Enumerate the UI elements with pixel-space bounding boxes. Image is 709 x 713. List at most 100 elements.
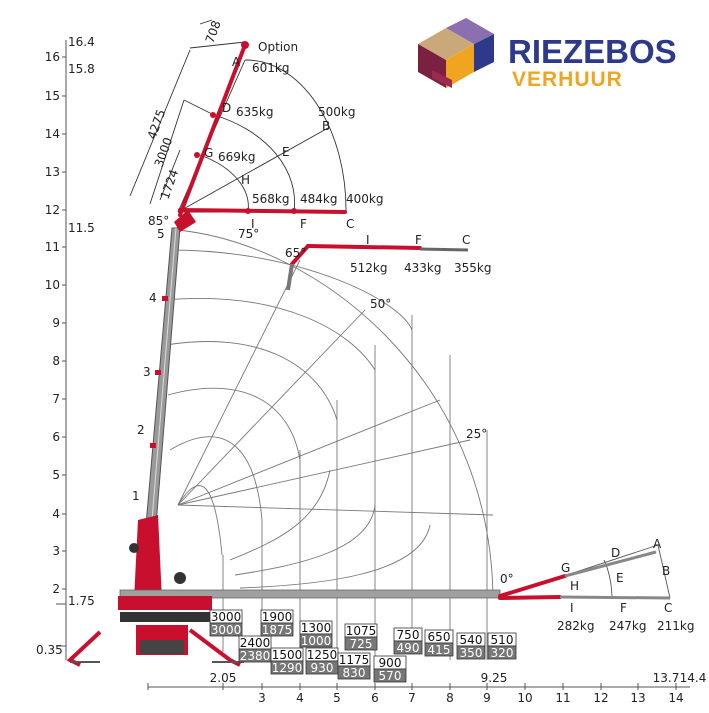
load-box-bottom: 1000 <box>301 634 332 648</box>
x-tick-14: 14 <box>668 691 683 705</box>
y-tick-3: 3 <box>52 544 60 558</box>
load-box-top: 540 <box>460 633 483 647</box>
load-box-bottom: 350 <box>460 646 483 660</box>
top-load-635: 635kg <box>236 105 273 119</box>
load-box: 1250 930 <box>305 647 339 675</box>
load-box-top: 3000 <box>211 610 242 624</box>
angle-label-75: 75° <box>238 227 259 241</box>
top-load-500: 500kg <box>318 105 355 119</box>
y-tick-12: 12 <box>45 203 60 217</box>
x-tick-11: 11 <box>555 691 570 705</box>
low-point-h: H <box>570 579 579 593</box>
mid-jib-diagram: I F C 512kg 433kg 355kg 65° <box>285 233 491 291</box>
top-point-f: F <box>300 217 307 231</box>
x-tick-9: 9 <box>483 691 491 705</box>
boom-section-1: 1 <box>132 489 140 503</box>
range-grid <box>163 229 494 672</box>
angle-label-50: 50° <box>370 297 391 311</box>
y-extra-15-8: 15.8 <box>68 62 95 76</box>
low-jib-diagram: A D G H E B I F C 282kg 247kg 211kg <box>498 537 694 633</box>
x-tick-6: 6 <box>371 691 379 705</box>
load-box-bottom: 830 <box>343 666 366 680</box>
load-box-top: 750 <box>397 628 420 642</box>
y-tick-7: 7 <box>52 392 60 406</box>
y-tick-4: 4 <box>52 507 60 521</box>
low-point-c: C <box>664 601 672 615</box>
top-point-i: I <box>251 217 255 231</box>
mid-point-f: F <box>415 233 422 247</box>
load-box: 2400 2380 <box>238 635 272 663</box>
load-box-bottom: 2380 <box>240 649 271 663</box>
x-tick-13: 13 <box>630 691 645 705</box>
top-point-a: A <box>232 55 241 69</box>
top-point-b: B <box>322 119 330 133</box>
load-box-top: 1900 <box>262 610 293 624</box>
top-point-d: D <box>222 101 231 115</box>
mid-load-355: 355kg <box>454 261 491 275</box>
dim-708: 708 <box>203 19 224 45</box>
top-load-400: 400kg <box>346 192 383 206</box>
load-box-bottom: 490 <box>397 641 420 655</box>
x-extra-13-7: 13.7 <box>653 671 680 685</box>
load-box: 1900 1875 <box>260 609 294 637</box>
load-box: 1300 1000 <box>299 620 333 648</box>
x-extra-9-25: 9.25 <box>481 671 508 685</box>
low-point-f: F <box>620 601 627 615</box>
mid-point-c: C <box>462 233 470 247</box>
low-point-i: I <box>570 601 574 615</box>
load-box-top: 2400 <box>240 636 271 650</box>
top-point-g: G <box>204 146 213 160</box>
top-load-484: 484kg <box>300 192 337 206</box>
load-box-top: 510 <box>491 633 514 647</box>
load-box-bottom: 570 <box>379 669 402 683</box>
load-box-top: 1250 <box>307 648 338 662</box>
load-box: 650 415 <box>424 629 454 657</box>
logo-subname: VERHUUR <box>512 68 623 91</box>
x-tick-12: 12 <box>593 691 608 705</box>
low-load-211: 211kg <box>657 619 694 633</box>
y-axis <box>62 40 67 660</box>
top-point-c: C <box>346 217 354 231</box>
x-tick-3: 3 <box>258 691 266 705</box>
low-point-e: E <box>616 571 624 585</box>
low-point-b: B <box>662 564 670 578</box>
dim-1724: 1724 <box>158 168 182 201</box>
angle-label-25: 25° <box>466 427 487 441</box>
low-point-d: D <box>611 546 620 560</box>
top-point-e: E <box>282 145 290 159</box>
y-tick-2: 2 <box>52 582 60 596</box>
boom-section-2: 2 <box>137 423 145 437</box>
mid-point-i: I <box>366 233 370 247</box>
top-jib-diagram: Option A 601kg D 635kg G 669kg H 500kg B… <box>129 19 383 231</box>
y-extra-16-4: 16.4 <box>68 35 95 49</box>
top-load-568: 568kg <box>252 192 289 206</box>
mid-load-512: 512kg <box>350 261 387 275</box>
low-load-282: 282kg <box>557 619 594 633</box>
boom-section-5: 5 <box>157 227 165 241</box>
load-box-bottom: 725 <box>350 637 373 651</box>
load-box: 1075 725 <box>344 623 378 651</box>
riezebos-logo: RIEZEBOS VERHUUR <box>418 18 677 91</box>
x-tick-4: 4 <box>296 691 304 705</box>
y-tick-5: 5 <box>52 468 60 482</box>
load-box-top: 900 <box>379 656 402 670</box>
mid-load-433: 433kg <box>404 261 441 275</box>
x-tick-8: 8 <box>446 691 454 705</box>
load-box-top: 1500 <box>272 648 303 662</box>
load-box-top: 1300 <box>301 621 332 635</box>
y-extra-0-35: 0.35 <box>36 643 63 657</box>
load-box-bottom: 3000 <box>211 623 242 637</box>
y-tick-16: 16 <box>45 50 60 64</box>
x-tick-5: 5 <box>333 691 341 705</box>
low-load-247: 247kg <box>609 619 646 633</box>
y-tick-11: 11 <box>45 240 60 254</box>
angle-label-65: 65° <box>285 246 306 260</box>
y-tick-14: 14 <box>45 127 60 141</box>
x-extra-2-05: 2.05 <box>210 671 237 685</box>
load-box-top: 1175 <box>339 653 370 667</box>
low-point-g: G <box>561 561 570 575</box>
x-extra-14-4: 14.4 <box>680 671 707 685</box>
load-box-top: 650 <box>428 630 451 644</box>
